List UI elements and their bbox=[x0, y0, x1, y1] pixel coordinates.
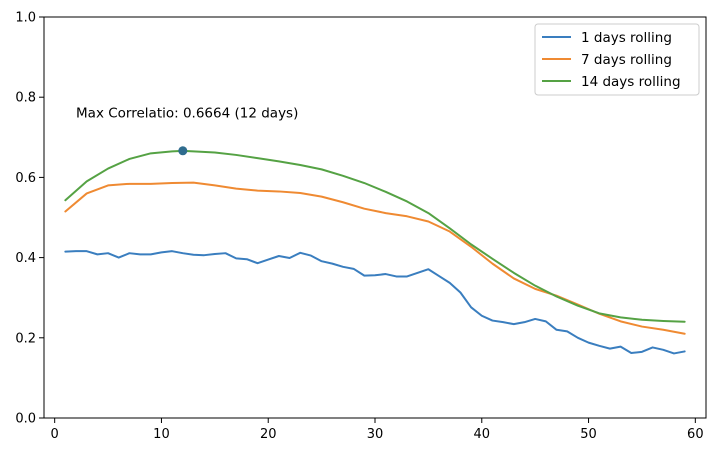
max-correlation-marker bbox=[178, 146, 188, 156]
legend-label: 14 days rolling bbox=[581, 74, 681, 90]
y-tick-label: 0.6 bbox=[15, 171, 36, 186]
series-lines bbox=[64, 149, 686, 355]
y-tick-label: 0.0 bbox=[15, 412, 36, 427]
x-tick-label: 50 bbox=[580, 427, 597, 442]
legend-label: 1 days rolling bbox=[581, 30, 672, 46]
x-tick-label: 0 bbox=[51, 427, 59, 442]
annotation-layer: Max Correlatio: 0.6664 (12 days) bbox=[76, 105, 298, 121]
x-tick-label: 20 bbox=[260, 427, 277, 442]
x-tick-label: 60 bbox=[687, 427, 704, 442]
series-line-14-days-rolling bbox=[64, 149, 686, 323]
x-axis: 0 10 20 30 40 50 60 bbox=[51, 418, 704, 442]
y-tick-label: 0.8 bbox=[15, 91, 36, 106]
marker-layer bbox=[178, 146, 188, 156]
x-tick-label: 30 bbox=[367, 427, 384, 442]
series-line-1-days-rolling bbox=[64, 250, 686, 355]
y-tick-label: 1.0 bbox=[15, 11, 36, 26]
legend-label: 7 days rolling bbox=[581, 52, 672, 68]
max-correlation-annotation: Max Correlatio: 0.6664 (12 days) bbox=[76, 105, 298, 121]
x-tick-label: 40 bbox=[474, 427, 491, 442]
y-tick-label: 0.4 bbox=[15, 251, 36, 266]
legend-frame bbox=[534, 23, 700, 96]
x-tick-label: 10 bbox=[153, 427, 170, 442]
y-tick-label: 0.2 bbox=[15, 331, 36, 346]
legend: 1 days rolling 7 days rolling 14 days roll… bbox=[534, 23, 700, 96]
y-axis: 0.0 0.2 0.4 0.6 0.8 1.0 bbox=[15, 11, 44, 427]
